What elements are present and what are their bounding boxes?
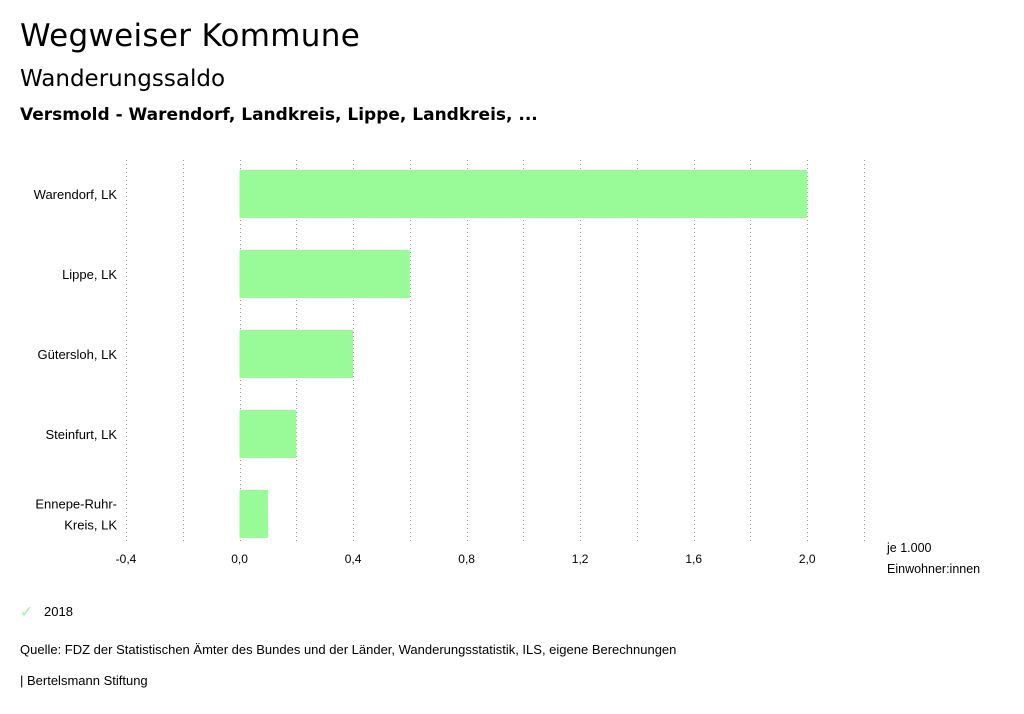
category-label: Ennepe-Ruhr- (35, 497, 117, 512)
bar[interactable] (239, 410, 297, 458)
bar[interactable] (239, 250, 410, 298)
tick-label: 2,0 (799, 552, 816, 566)
tick-label: 0,8 (458, 552, 475, 566)
check-icon: ✓ (20, 602, 34, 621)
category-label: Steinfurt, LK (45, 427, 117, 442)
chart-subtitle: Wanderungssaldo (20, 66, 226, 92)
source-note: Quelle: FDZ der Statistischen Ämter des … (20, 642, 677, 657)
page-title: Wegweiser Kommune (20, 18, 361, 54)
tick-label: 1,6 (685, 552, 702, 566)
tick-label: 1,2 (572, 552, 589, 566)
bar[interactable] (239, 330, 354, 378)
axis-unit-label: Einwohner:innen (887, 562, 980, 576)
category-label: Kreis, LK (64, 518, 117, 533)
category-label: Warendorf, LK (34, 187, 118, 202)
legend[interactable]: ✓ 2018 (20, 602, 73, 621)
bar-chart: Warendorf, LK Lippe, LK Gütersloh, LK Stein… (34, 160, 980, 576)
category-label: Gütersloh, LK (38, 347, 118, 362)
axis-unit-label: je 1.000 (886, 541, 932, 555)
bar[interactable] (239, 490, 268, 538)
publisher-credit: | Bertelsmann Stiftung (20, 673, 148, 688)
tick-label: 0,0 (231, 552, 248, 566)
legend-label: 2018 (44, 604, 73, 619)
region-selector-label[interactable]: Versmold - Warendorf, Landkreis, Lippe, … (20, 105, 538, 125)
tick-label: -0,4 (116, 552, 137, 566)
category-label: Lippe, LK (62, 267, 117, 282)
tick-label: 0,4 (345, 552, 362, 566)
bar[interactable] (239, 170, 808, 218)
